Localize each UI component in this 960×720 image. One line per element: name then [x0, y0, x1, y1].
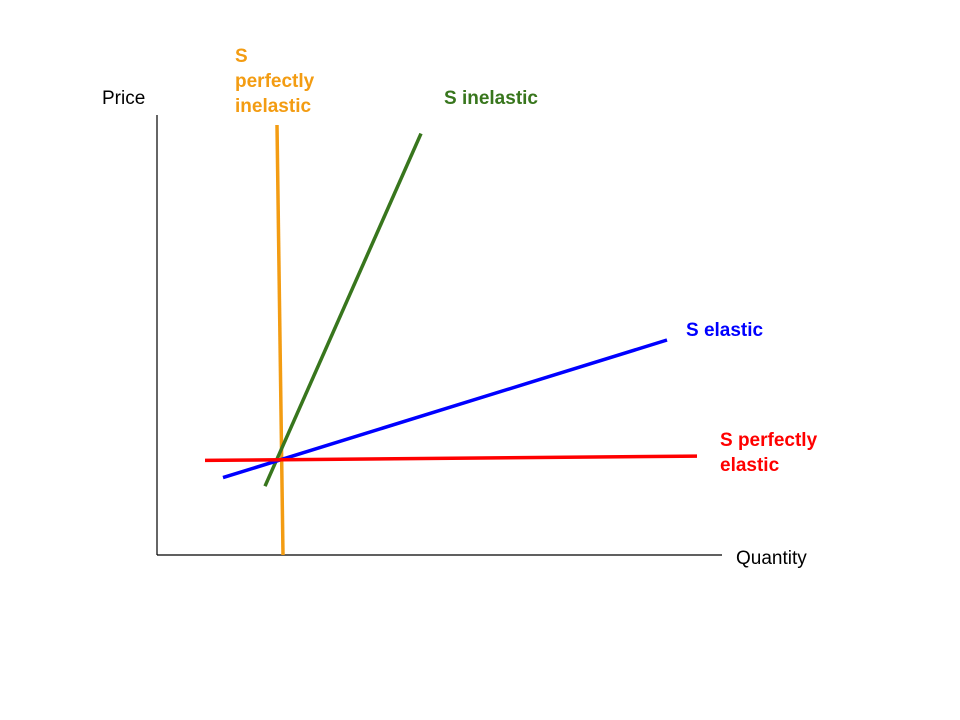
series-label-line: S perfectly — [720, 430, 818, 451]
series-label-line: perfectly — [235, 71, 315, 92]
series-lines — [204, 124, 698, 556]
series-label-line: elastic — [720, 455, 780, 476]
series-label-line: S inelastic — [444, 88, 538, 109]
axes: Price Quantity — [102, 88, 807, 569]
supply-line-s-perfectly-elastic — [204, 454, 698, 463]
series-label-s-inelastic: S inelastic — [444, 88, 538, 109]
supply-line-s-elastic — [222, 338, 668, 480]
series-label-s-elastic: S elastic — [686, 320, 764, 341]
series-label-line: S — [235, 46, 248, 67]
series-label-line: inelastic — [235, 96, 311, 117]
series-label-line: S elastic — [686, 320, 764, 341]
series-label-s-perfectly-elastic: S perfectly elastic — [720, 430, 818, 476]
supply-line-s-inelastic — [263, 132, 423, 487]
x-axis-label: Quantity — [736, 548, 807, 569]
y-axis-label: Price — [102, 88, 145, 109]
supply-line-s-perfectly-inelastic — [275, 124, 285, 556]
